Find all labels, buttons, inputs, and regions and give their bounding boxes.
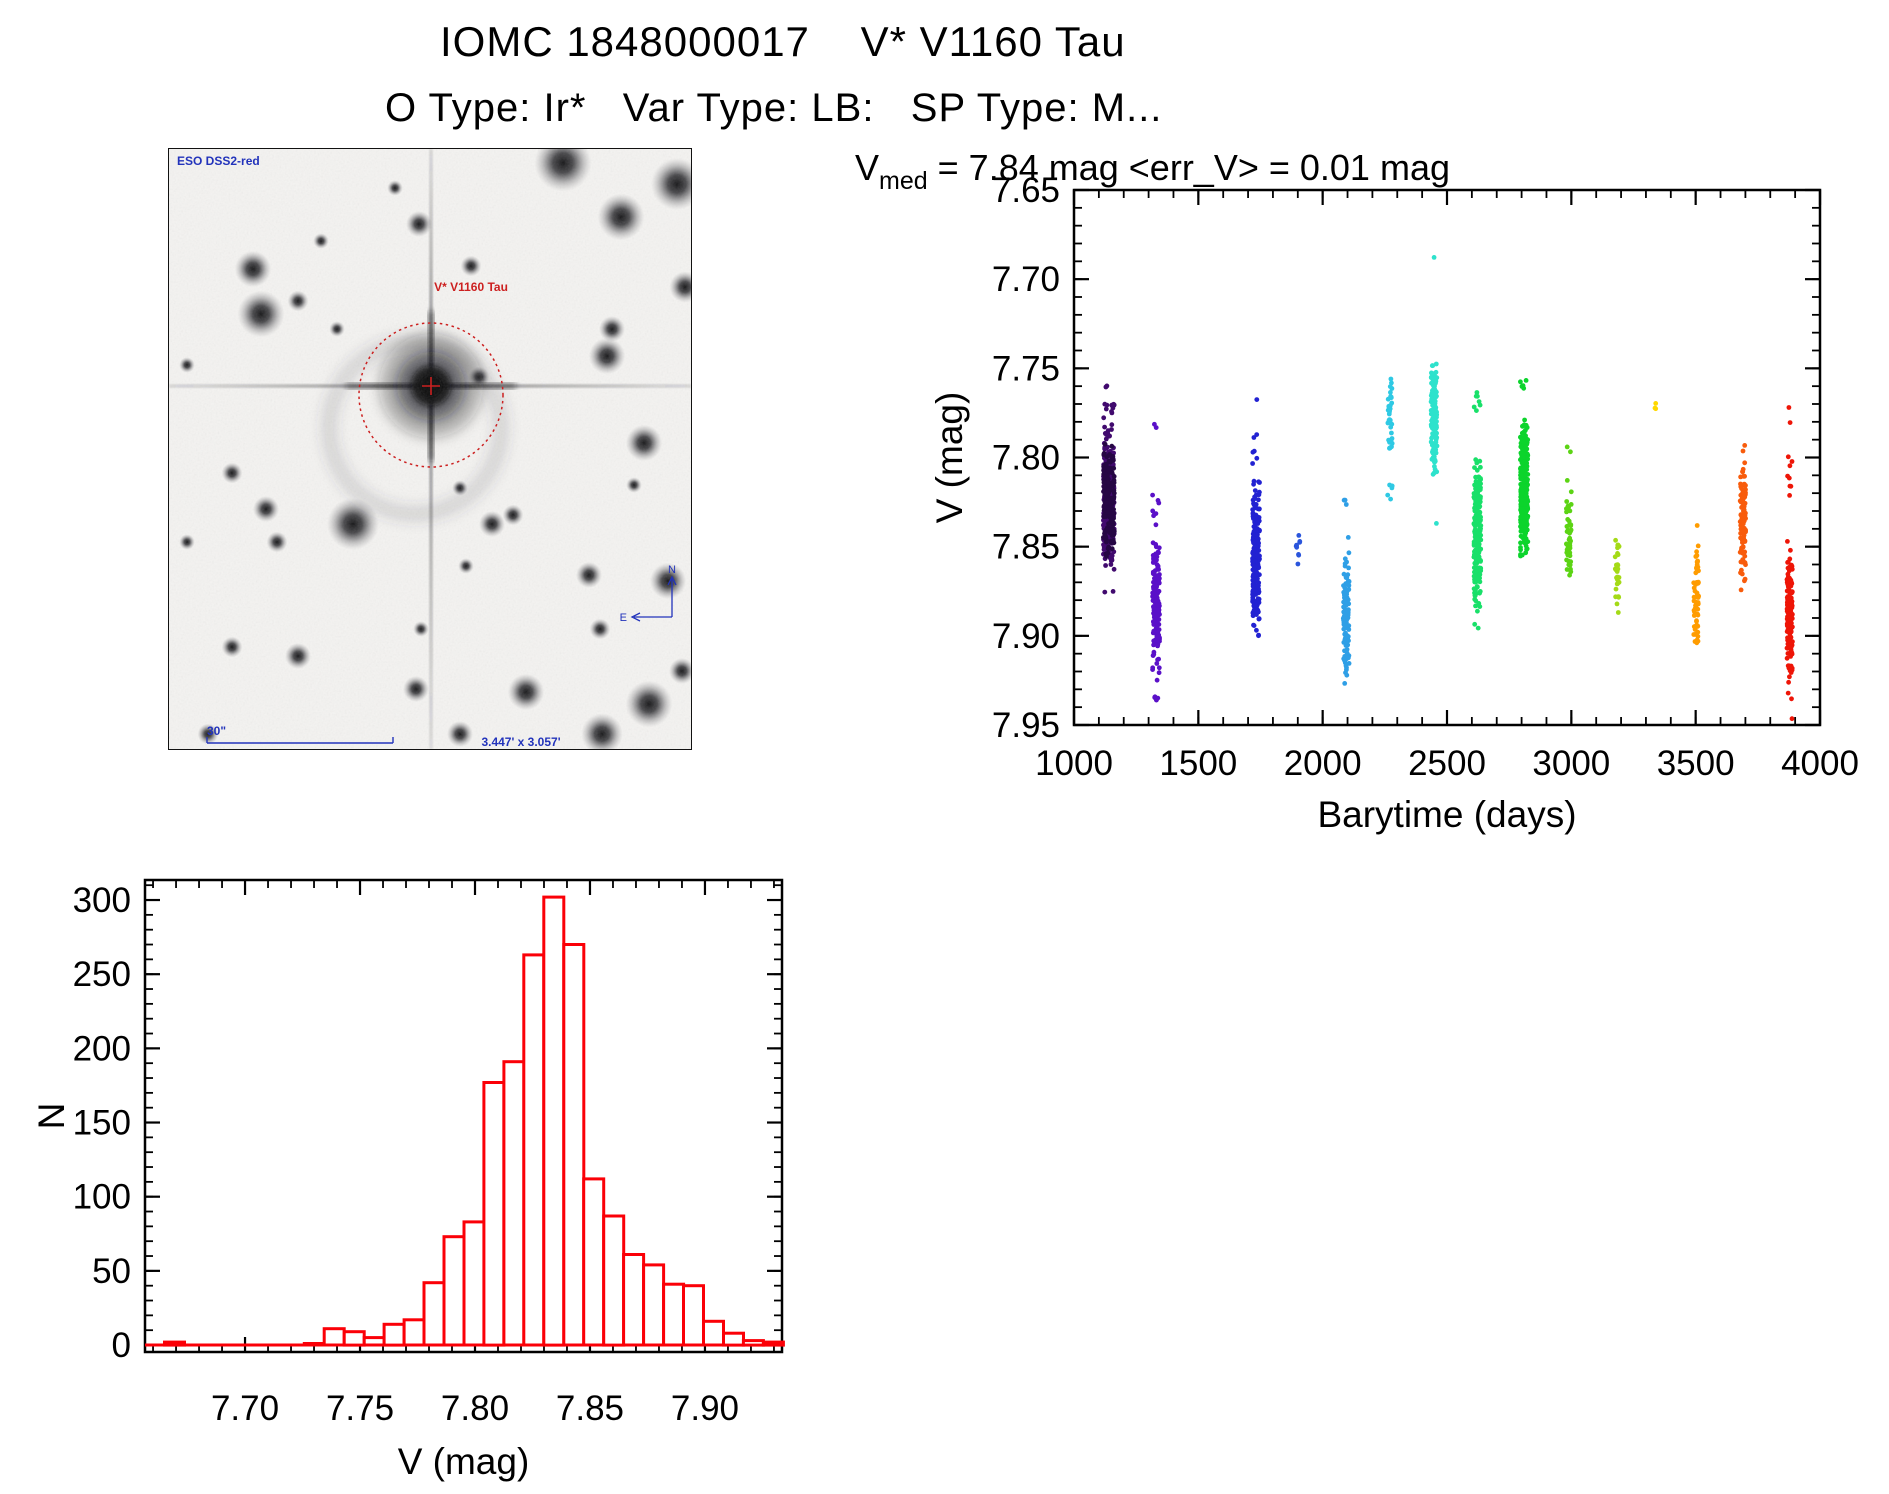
scatter-y-tick-label: 7.95 [992,706,1060,745]
scatter-y-tick-label: 7.75 [992,349,1060,388]
hist-x-tick-label: 7.90 [671,1389,739,1428]
hist-y-tick-label: 250 [73,955,131,994]
scatter-y-tick-label: 7.85 [992,528,1060,567]
compass-north-label: N [668,564,676,576]
scatter-x-tick-label: 2500 [1408,744,1486,783]
survey-label: ESO DSS2-red [177,154,260,168]
target-label: V* V1160 Tau [434,280,508,294]
hist-x-tick-label: 7.85 [556,1389,624,1428]
hist-y-tick-label: 300 [73,881,131,920]
hist-x-tick-label: 7.75 [326,1389,394,1428]
plot-frame [1072,188,1822,727]
scatter-x-tick-label: 1000 [1035,744,1113,783]
hist-y-axis-label: N [31,1103,72,1130]
magnitude-histogram-plot: 7.70 7.75 7.80 7.85 7.90 0 50 100 150 200 250 300 V … [31,878,785,1482]
hist-x-tick-label: 7.70 [211,1389,279,1428]
finder-chart-image: V* V1160 Tau ESO DSS2-red 30" 3.447' x 3.05… [168,148,692,750]
axis-ticks [1072,188,1822,727]
hist-y-tick-label: 200 [73,1029,131,1068]
scatter-y-tick-label: 7.65 [992,171,1060,210]
scatter-title: Vmed = 7.84 mag <err_V> = 0.01 mag [855,147,1450,195]
axis-ticks [145,880,782,1352]
scatter-points [1101,255,1795,722]
scatter-y-tick-label: 7.80 [992,439,1060,478]
scatter-y-tick-label: 7.70 [992,260,1060,299]
scatter-y-axis-label: V (mag) [929,392,970,524]
scatter-x-tick-label: 1500 [1159,744,1237,783]
scatter-y-tick-label: 7.90 [992,617,1060,656]
lightcurve-scatter-plot: Vmed = 7.84 mag <err_V> = 0.01 mag 1000 15… [855,147,1859,835]
scatter-x-tick-label: 3000 [1532,744,1610,783]
plot-frame [143,878,784,1354]
scatter-x-tick-label: 4000 [1781,744,1859,783]
scatter-x-axis-label: Barytime (days) [1317,794,1576,835]
hist-y-tick-label: 150 [73,1104,131,1143]
scatter-x-tick-label: 3500 [1657,744,1735,783]
fov-label: 3.447' x 3.057' [481,735,560,749]
target-circle [358,322,504,468]
compass [630,575,677,622]
hist-x-tick-label: 7.80 [441,1389,509,1428]
page-subtitle: O Type: Ir* Var Type: LB: SP Type: M... [385,86,1163,130]
hist-y-tick-label: 50 [92,1252,131,1291]
histogram-bars [145,895,785,1347]
hist-x-axis-label: V (mag) [398,1441,530,1482]
scale-bar-label: 30" [207,724,226,738]
hist-y-tick-label: 0 [112,1326,131,1365]
compass-east-label: E [620,612,627,624]
page-title: IOMC 1848000017 V* V1160 Tau [440,18,1126,65]
hist-y-tick-label: 100 [73,1178,131,1217]
scatter-x-tick-label: 2000 [1284,744,1362,783]
film-grain [169,149,691,749]
